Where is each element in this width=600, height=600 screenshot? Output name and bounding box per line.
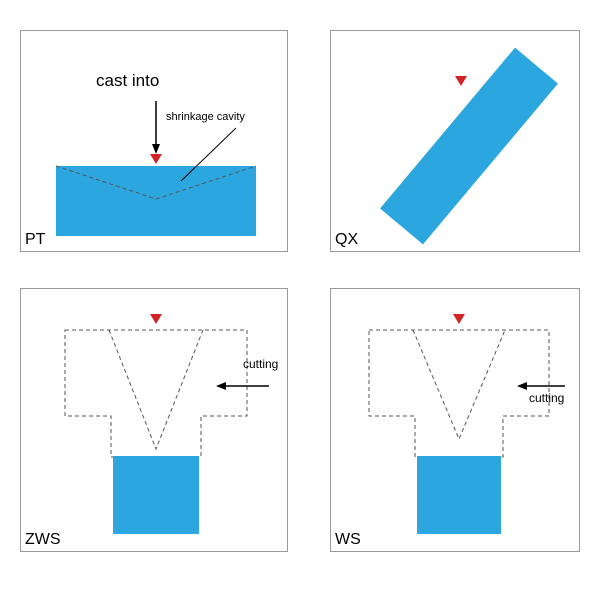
ws-cutting-arrowhead <box>517 382 527 390</box>
zws-marker-icon <box>150 314 162 324</box>
diagram-canvas: cast into shrinkage cavity PT QX cutt <box>0 0 600 600</box>
panel-code-pt: PT <box>25 231 45 249</box>
pt-cast-label: cast into <box>96 71 159 91</box>
pt-block <box>56 166 256 236</box>
zws-block <box>113 456 199 534</box>
panel-qx: QX <box>330 30 580 252</box>
pt-cast-arrowhead <box>152 144 160 154</box>
zws-cavity <box>109 330 203 449</box>
zws-cutting-arrowhead <box>216 382 226 390</box>
panel-code-zws: ZWS <box>25 531 61 549</box>
pt-shrinkage-label: shrinkage cavity <box>166 111 245 123</box>
panel-code-ws: WS <box>335 531 361 549</box>
panel-zws: cutting ZWS <box>20 288 288 552</box>
panel-ws-svg <box>331 289 581 553</box>
ws-cutting-label: cutting <box>529 391 564 405</box>
panel-pt: cast into shrinkage cavity PT <box>20 30 288 252</box>
panel-qx-svg <box>331 31 581 253</box>
panel-ws: cutting WS <box>330 288 580 552</box>
panel-pt-svg <box>21 31 289 253</box>
zws-cutting-label: cutting <box>243 357 278 371</box>
qx-bar <box>380 48 558 245</box>
ws-block <box>417 456 501 534</box>
panel-code-qx: QX <box>335 231 358 249</box>
panel-zws-svg <box>21 289 289 553</box>
ws-cavity <box>413 330 505 439</box>
qx-bar-group <box>380 48 558 245</box>
ws-marker-icon <box>453 314 465 324</box>
qx-marker-icon <box>455 76 467 86</box>
zws-dashed-outline <box>65 330 247 457</box>
pt-marker-icon <box>150 154 162 164</box>
